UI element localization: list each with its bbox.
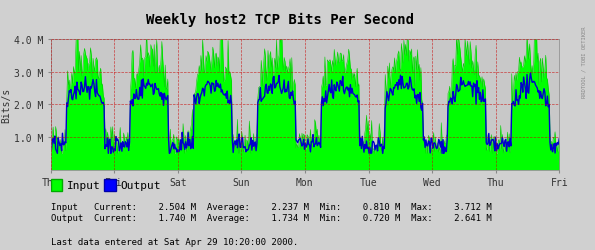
Text: Output: Output xyxy=(120,180,161,190)
Text: Input: Input xyxy=(67,180,101,190)
Text: Last data entered at Sat Apr 29 10:20:00 2000.: Last data entered at Sat Apr 29 10:20:00… xyxy=(51,238,298,246)
Text: Input   Current:    2.504 M  Average:    2.237 M  Min:    0.810 M  Max:    3.712: Input Current: 2.504 M Average: 2.237 M … xyxy=(51,202,491,222)
Text: RRDTOOL / TOBI OETIKER: RRDTOOL / TOBI OETIKER xyxy=(581,27,586,98)
Y-axis label: Bits/s: Bits/s xyxy=(1,88,11,122)
FancyBboxPatch shape xyxy=(51,179,62,191)
FancyBboxPatch shape xyxy=(104,179,116,191)
Text: Weekly host2 TCP Bits Per Second: Weekly host2 TCP Bits Per Second xyxy=(146,12,414,26)
